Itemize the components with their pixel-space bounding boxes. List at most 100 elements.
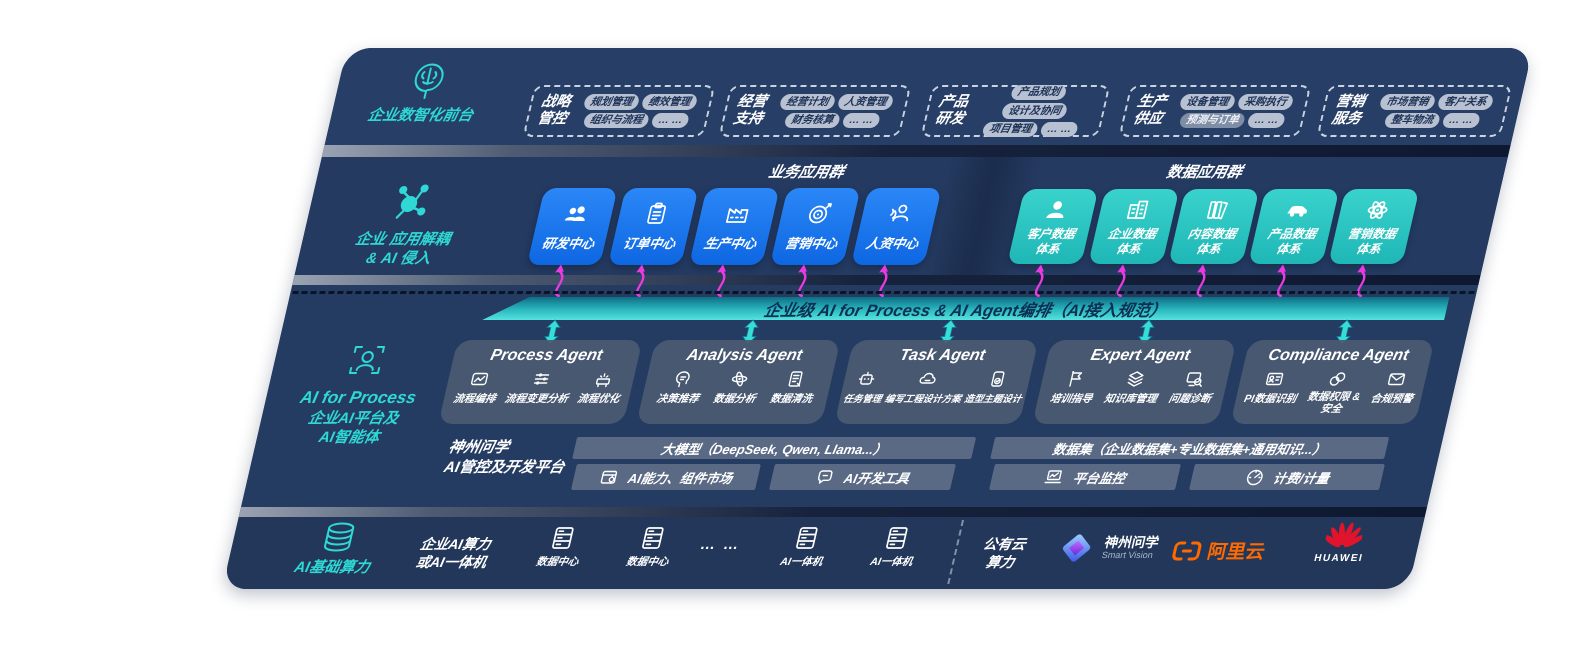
app-box-label: 研发中心: [540, 236, 597, 251]
cell-ai-market: AI能力、组件市场: [570, 464, 761, 490]
flow-orchestration-icon: [470, 372, 488, 386]
agent-item-label: 决策推荐: [655, 393, 701, 405]
app-box-label: 生产中心: [702, 236, 759, 251]
agent-item-label: 流程优化: [576, 393, 621, 405]
flow-arrow-magenta: [797, 264, 807, 298]
agent-item: 数据权限 & 安全: [1301, 369, 1370, 415]
app-box-order-center: 订单中心: [607, 188, 699, 265]
ai-platform-rail: AI for Process 企业AI平台及 AI智能体: [267, 338, 452, 448]
agent-item: 决策推荐: [655, 369, 706, 406]
smart-vision-diamond-icon: [1062, 534, 1091, 562]
diagram-slab: 企业数智化前台 战略 管控 规划管理 绩效管理 组织与流程 … … 经营 支持 经营…: [222, 48, 1533, 589]
chip-ellipsis: … …: [1039, 121, 1080, 138]
ai-rail-sub2: AI智能体: [317, 429, 382, 446]
data-box-label: 营销数据: [1346, 227, 1398, 242]
group-title-line: 生产: [1135, 94, 1169, 111]
node-label: 数据中心: [624, 556, 670, 568]
infra-rail-label: AI基础算力: [292, 559, 372, 576]
flow-arrow-magenta: [1276, 264, 1286, 298]
chip-ellipsis: … …: [650, 112, 691, 128]
front-group-production-supply: 生产 供应 设备管理 采购执行 预测与订单 … …: [1118, 85, 1312, 137]
chip: 产品规划: [1010, 84, 1068, 101]
cell-label: 计费/计量: [1271, 470, 1331, 486]
cell-metering: 计费/计量: [1188, 464, 1385, 490]
cloud-design-icon: [919, 372, 936, 384]
chip-ellipsis: … …: [1246, 112, 1287, 128]
agent-item-label: 知识库管理: [1102, 393, 1159, 405]
agent-item-label: 任务管理: [842, 394, 883, 405]
agent-item-label: 培训指导: [1048, 393, 1094, 405]
gauge-icon: [1246, 469, 1263, 486]
optimization-icon: [595, 373, 610, 388]
node-label: AI一体机: [868, 556, 914, 568]
banner-text: 企业级 AI for Process & AI Agent编排（AI接入规范）: [762, 301, 1169, 320]
business-apps-header: 业务应用群: [766, 164, 846, 181]
flow-arrow-magenta: [554, 264, 564, 298]
agent-title: Analysis Agent: [685, 347, 804, 364]
atom-icon: [1367, 201, 1388, 219]
data-box-label: 内容数据: [1186, 227, 1238, 242]
flow-arrow-magenta: [716, 264, 726, 298]
target-icon: [808, 203, 832, 224]
agent-item: 问题诊断: [1167, 369, 1218, 406]
server-icon: [552, 527, 574, 549]
huawei-name: HUAWEI: [1312, 553, 1365, 564]
data-box-label: 体系: [1275, 241, 1303, 256]
ai-orchestration-banner: 企业级 AI for Process & AI Agent编排（AI接入规范）: [482, 297, 1449, 320]
aliyun-logo: 阿里云: [1169, 537, 1268, 564]
agent-item: 知识库管理: [1103, 369, 1164, 406]
data-box-label: 产品数据: [1266, 227, 1318, 242]
ai-rail-sub1: 企业AI平台及: [306, 410, 401, 428]
cloud-label-line2: 算力: [984, 554, 1017, 571]
group-title-line: 供应: [1131, 111, 1165, 127]
person-frame-icon: [348, 346, 385, 374]
app-box-marketing-center: 营销中心: [769, 188, 861, 265]
data-box-product: 产品数据 体系: [1248, 189, 1340, 264]
monitoring-icon: [1044, 470, 1063, 484]
agent-item-label: 数据清洗: [768, 393, 814, 405]
band-bevel: [321, 145, 1511, 157]
agent-item: 合规预警: [1369, 369, 1420, 406]
cell-ai-devtools: AI开发工具: [768, 464, 956, 490]
robot-task-icon: [859, 371, 875, 385]
agent-item: 流程变更分析: [503, 369, 575, 406]
smart-vision-sub: Smart Vision: [1100, 550, 1154, 561]
agent-item-label: 数据权限 & 安全: [1306, 391, 1362, 416]
server-icon: [886, 527, 908, 549]
chip: 采购执行: [1236, 94, 1295, 110]
agent-item: 任务管理: [842, 369, 888, 405]
agent-panel-process: Process Agent 流程编排 流程变更分析 流程优化: [438, 340, 643, 424]
molecule-icon: [395, 184, 429, 219]
agent-item: 编写工程设计方案: [884, 369, 968, 405]
training-icon: [1069, 371, 1083, 387]
dashed-separator: [292, 291, 1475, 294]
huawei-flower-icon: [1323, 522, 1364, 548]
agent-item: 培训指导: [1048, 369, 1099, 406]
group-title-line: 战略: [539, 94, 573, 111]
front-group-strategy: 战略 管控 规划管理 绩效管理 组织与流程 … …: [522, 85, 716, 137]
cell-label: 平台监控: [1071, 470, 1127, 486]
flow-arrow-magenta: [1034, 264, 1044, 298]
brain-icon: [414, 63, 444, 99]
chip: 预测与订单: [1178, 112, 1247, 128]
theme-design-icon: [991, 371, 1005, 387]
platform-rail-line2: AI管控及开发平台: [442, 459, 567, 477]
node-ai-appliance-1: AI一体机: [765, 525, 845, 569]
cloud-label-line1: 公有云: [981, 536, 1028, 552]
node-ai-appliance-2: AI一体机: [855, 525, 935, 569]
decision-head-icon: [675, 371, 690, 388]
permission-link-icon: [1330, 372, 1346, 386]
group-title-line: 服务: [1330, 111, 1363, 127]
smart-vision-logo: 神州问学 Smart Vision: [1053, 529, 1162, 567]
decouple-label-line2: & AI 侵入: [364, 249, 433, 267]
agent-title: Expert Agent: [1089, 347, 1192, 364]
node-label: AI一体机: [778, 556, 824, 568]
dataset-bar: 数据集（企业数据集+专业数据集+通用知识...）: [990, 437, 1390, 459]
data-clean-icon: [788, 371, 803, 387]
agent-panel-expert: Expert Agent 培训指导 知识库管理 问题诊断: [1032, 340, 1237, 424]
agent-item: 数据清洗: [769, 369, 820, 406]
data-box-label: 客户数据: [1025, 227, 1077, 242]
app-box-hr-center: 人资中心: [850, 188, 942, 265]
compute-label-line1: 企业AI算力: [418, 536, 493, 552]
platform-rail: 神州问学 AI管控及开发平台: [442, 438, 571, 479]
